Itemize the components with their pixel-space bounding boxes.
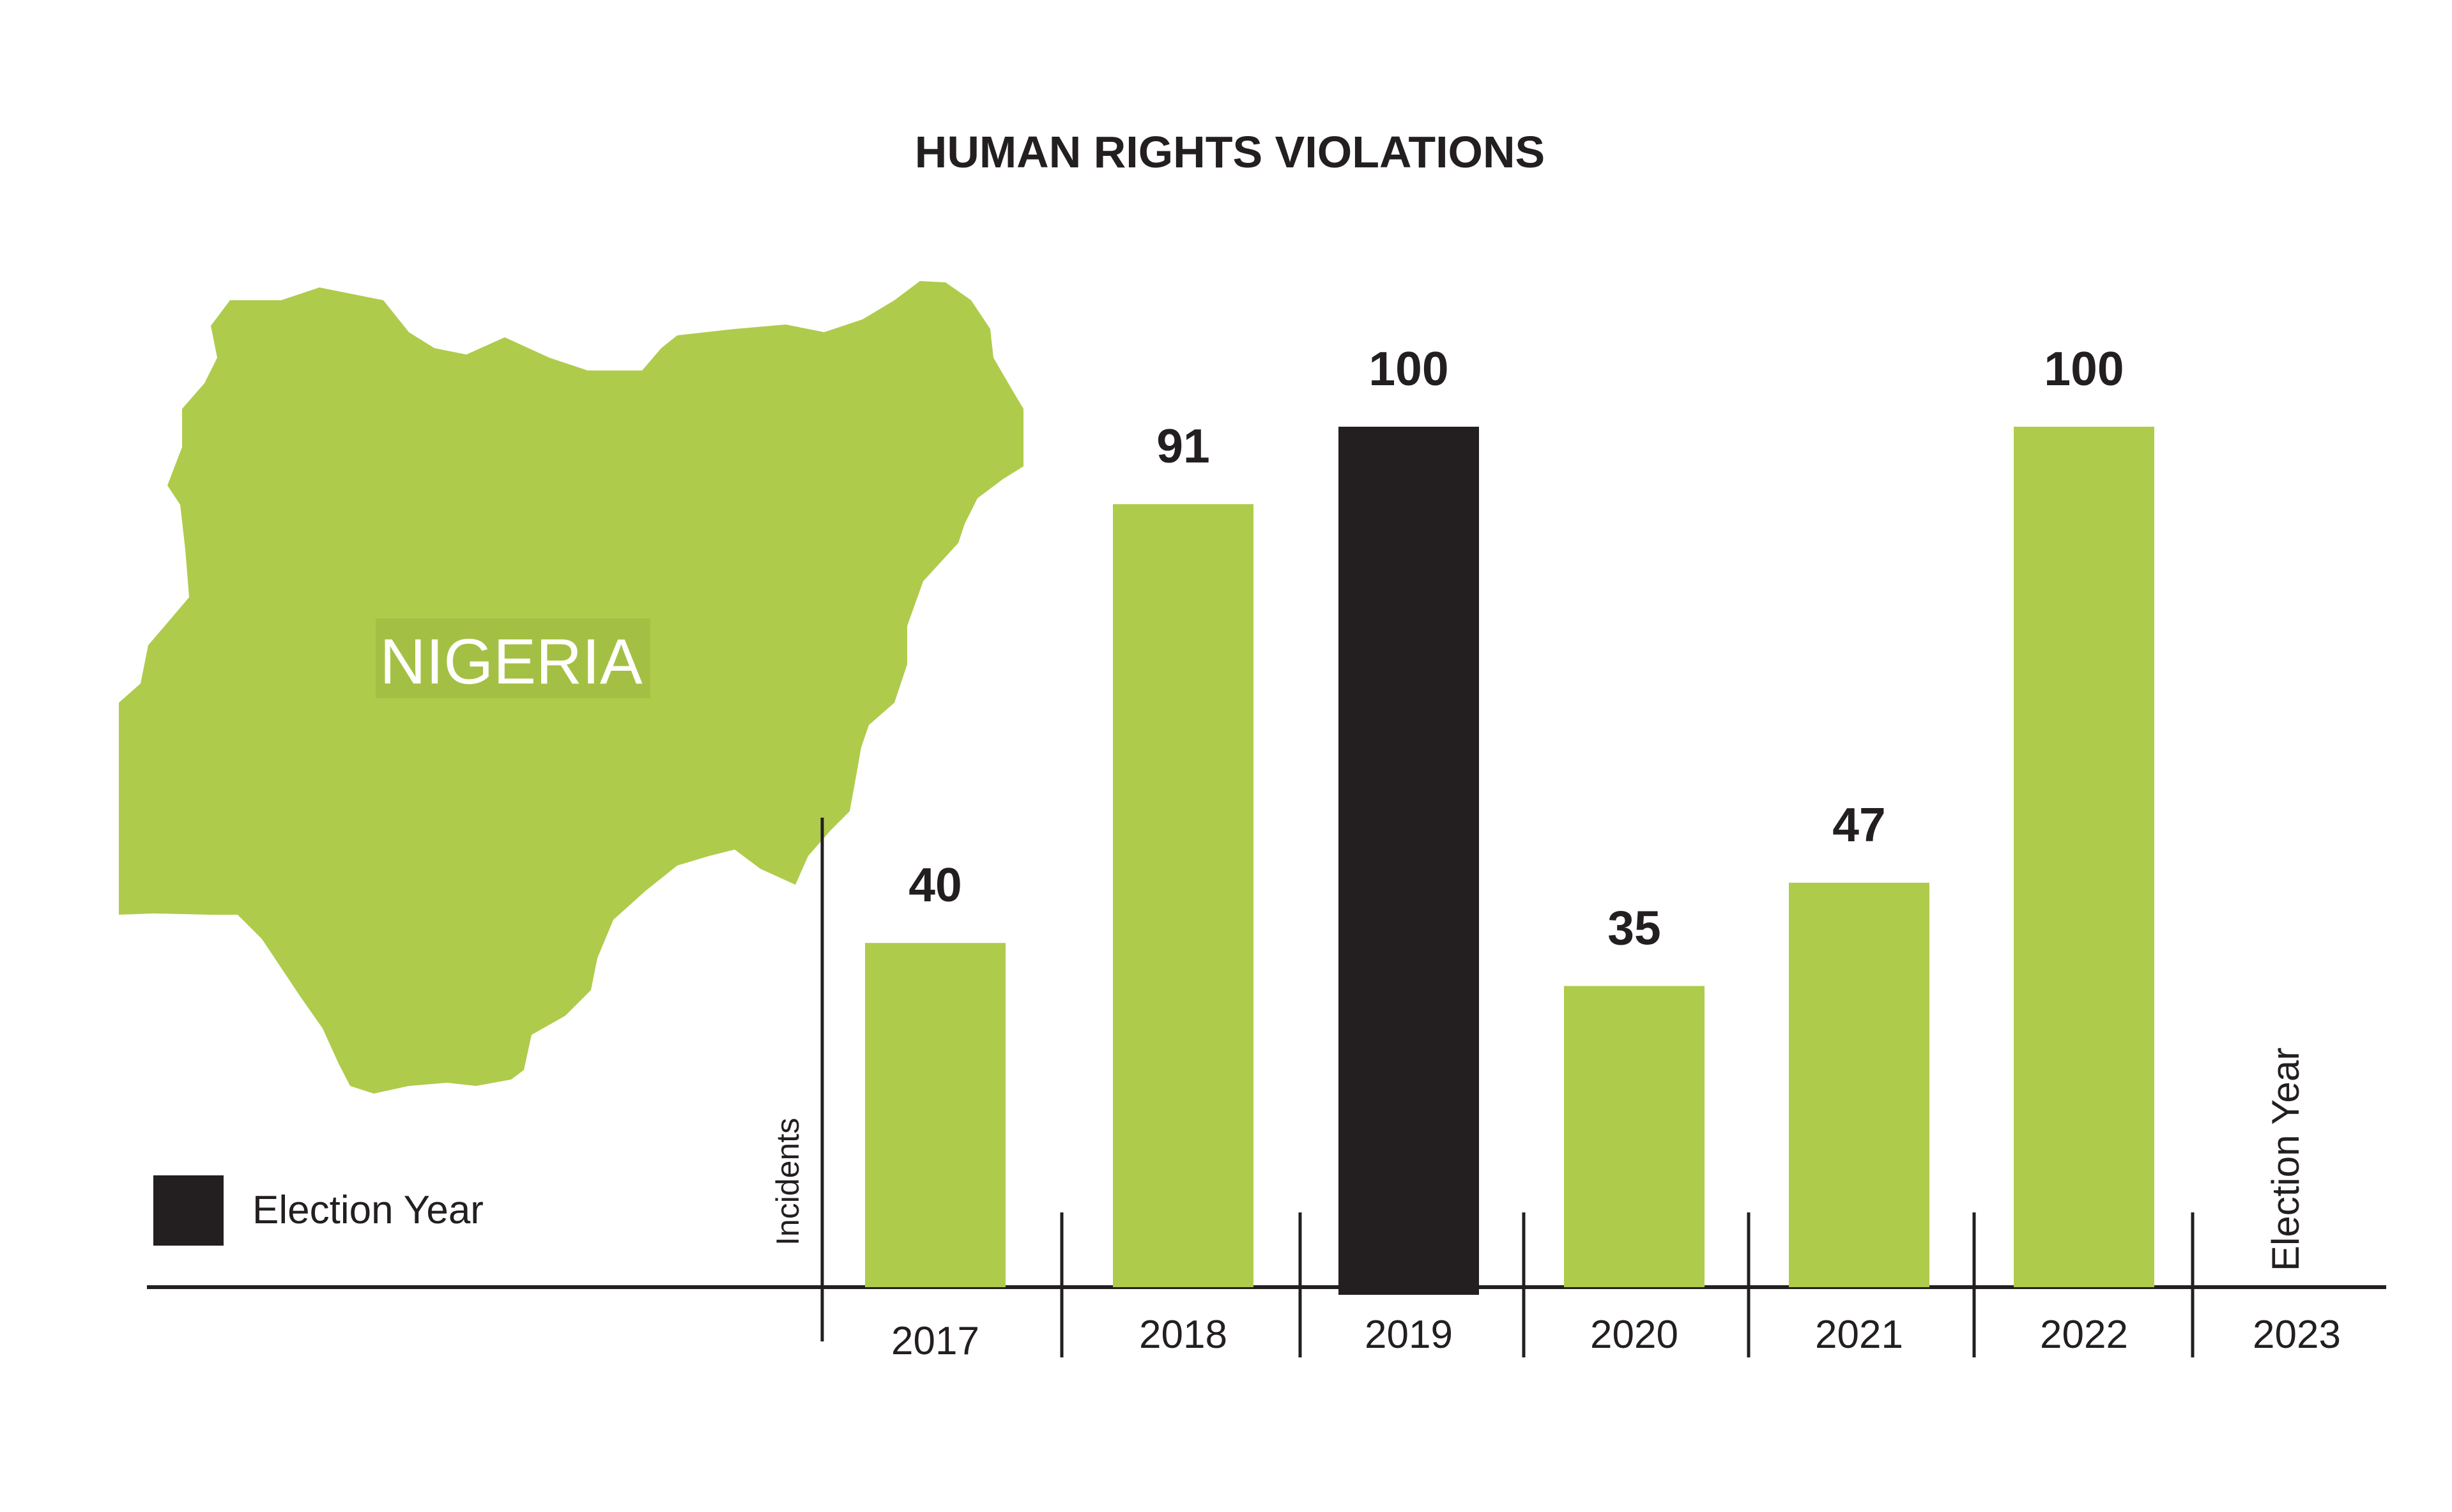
x-tick-label-2020: 2020 <box>1590 1313 1678 1357</box>
legend-label: Election Year <box>252 1188 484 1232</box>
value-label-2017: 40 <box>908 858 962 912</box>
x-tick-label-2023: 2023 <box>2253 1313 2341 1357</box>
y-axis-title: Incidents <box>770 1118 806 1246</box>
bar-2021 <box>1789 882 1929 1287</box>
map-label-backdrop <box>376 618 650 698</box>
bars-group <box>865 427 2154 1295</box>
value-label-2021: 47 <box>1832 798 1885 851</box>
x-tick-label-2022: 2022 <box>2040 1313 2128 1357</box>
legend-swatch <box>153 1175 224 1246</box>
value-label-2018: 91 <box>1156 419 1209 473</box>
bar-2020 <box>1564 986 1705 1287</box>
chart-title: HUMAN RIGHTS VIOLATIONS <box>915 127 1545 177</box>
election-year-annotation: Election Year <box>2264 1048 2307 1271</box>
bar-2019 <box>1338 427 1479 1295</box>
value-labels-group: 40 91 100 35 47 100 <box>908 342 2124 955</box>
bar-2017 <box>865 943 1006 1287</box>
value-label-2019: 100 <box>1368 342 1448 395</box>
x-tick-label-2017: 2017 <box>891 1319 979 1363</box>
tick-labels-group: 2017 2018 2019 2020 2021 2022 2023 <box>891 1313 2341 1363</box>
value-label-2020: 35 <box>1607 901 1660 955</box>
bar-2022 <box>2014 427 2154 1287</box>
value-label-2022: 100 <box>2044 342 2124 395</box>
category-separators <box>1060 1212 2195 1357</box>
x-tick-label-2021: 2021 <box>1815 1313 1903 1357</box>
x-tick-label-2019: 2019 <box>1365 1313 1453 1357</box>
map-label: NIGERIA <box>379 626 642 698</box>
x-tick-label-2018: 2018 <box>1139 1313 1227 1357</box>
bar-2018 <box>1113 504 1253 1287</box>
